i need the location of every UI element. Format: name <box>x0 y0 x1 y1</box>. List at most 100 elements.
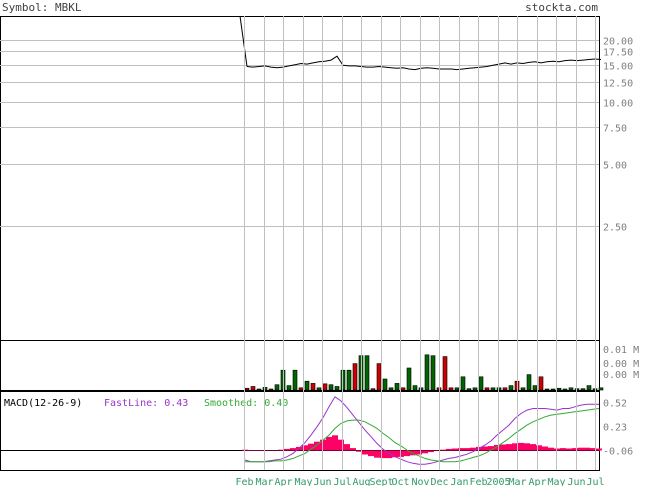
volume-bar <box>293 370 297 390</box>
macd-histogram-bar <box>338 440 344 451</box>
volume-bar <box>509 386 513 390</box>
volume-bar <box>257 389 261 390</box>
volume-bar <box>269 389 273 390</box>
x-tick-label: Sept <box>369 477 393 486</box>
volume-bar <box>569 388 573 390</box>
volume-bar <box>581 389 585 390</box>
site-watermark: stockta.com <box>525 1 598 14</box>
macd-histogram-bar <box>326 437 332 451</box>
macd-histogram-bar <box>302 445 308 450</box>
volume-bar <box>425 355 429 390</box>
volume-bar <box>563 389 567 390</box>
volume-bar <box>527 375 531 390</box>
macd-histogram-bar <box>458 448 464 450</box>
volume-bar <box>335 386 339 390</box>
x-tick-label: Mar <box>255 477 273 486</box>
volume-frame <box>1 341 600 391</box>
x-tick-label: Aug <box>352 477 370 486</box>
volume-bar <box>545 389 549 390</box>
volume-bar <box>353 364 357 390</box>
x-tick-label: Apr <box>528 477 546 486</box>
macd-histogram-bar <box>548 448 554 451</box>
macd-histogram-bar <box>260 451 266 452</box>
macd-histogram-bar <box>500 445 506 451</box>
macd-histogram-bar <box>482 447 488 451</box>
macd-frame <box>1 392 600 471</box>
price-tick-label: 10.00 <box>603 99 633 110</box>
volume-bar <box>449 388 453 390</box>
macd-histogram-bar <box>518 443 524 451</box>
macd-histogram-bar <box>452 449 458 451</box>
price-tick-label: 15.00 <box>603 62 633 73</box>
x-tick-label: Apr <box>274 477 292 486</box>
volume-tick-label: 0.00 M <box>603 359 639 370</box>
volume-bar <box>395 383 399 390</box>
volume-bar <box>365 356 369 390</box>
x-tick-label: Jun <box>567 477 585 486</box>
macd-histogram-bar <box>428 451 434 453</box>
macd-smoothed-label: Smoothed: 0.40 <box>204 398 288 409</box>
macd-histogram-bar <box>530 444 536 450</box>
volume-bar <box>347 370 351 390</box>
volume-bar <box>473 388 477 390</box>
volume-bar <box>323 384 327 390</box>
volume-bar <box>539 377 543 390</box>
x-tick-label: Jan <box>450 477 468 486</box>
macd-histogram-bar <box>536 445 542 450</box>
volume-bar <box>407 368 411 390</box>
volume-bar <box>371 389 375 390</box>
macd-histogram-bar <box>344 444 350 450</box>
volume-bar <box>413 386 417 390</box>
macd-histogram-bar <box>464 448 470 450</box>
price-tick-label: 2.50 <box>603 223 627 234</box>
panel-frames <box>1 17 600 471</box>
macd-histogram-bar <box>560 448 566 450</box>
macd-histogram-bar <box>254 451 260 452</box>
macd-histogram-bar <box>446 449 452 451</box>
macd-tick-label: 0.52 <box>603 399 627 410</box>
volume-bar <box>431 356 435 390</box>
volume-bar <box>245 388 249 390</box>
macd-histogram-bar <box>542 447 548 451</box>
macd-histogram-bar <box>350 448 356 450</box>
volume-bar <box>305 381 309 390</box>
macd-histogram-bar <box>566 449 572 451</box>
volume-bar <box>443 357 447 390</box>
volume-bar <box>455 388 459 390</box>
volume-bar <box>557 388 561 390</box>
volume-bar <box>467 389 471 390</box>
macd-histogram-bar <box>290 448 296 450</box>
macd-histogram-bar <box>506 444 512 450</box>
price-tick-label: 7.50 <box>603 124 627 135</box>
x-tick-label: Feb <box>235 477 253 486</box>
x-tick-label: Jul <box>333 477 351 486</box>
macd-histogram-bar <box>248 451 254 452</box>
macd-tick-label: 0.23 <box>603 423 627 434</box>
macd-histogram-bar <box>332 435 338 450</box>
price-tick-label: 12.50 <box>603 79 633 90</box>
price-line <box>247 56 601 69</box>
x-tick-label: Nov <box>411 477 429 486</box>
volume-bar <box>401 388 405 390</box>
volume-bar <box>377 364 381 390</box>
macd-histogram-bar <box>362 451 368 455</box>
volume-tick-label: 0.01 M <box>603 345 639 356</box>
macd-histogram-bar <box>440 450 446 451</box>
price-tick-label: 20.00 <box>603 37 633 48</box>
volume-bar <box>485 388 489 390</box>
x-tick-label: 2005 <box>486 477 510 486</box>
macd-histogram-bar <box>524 443 530 450</box>
price-tick-label: 5.00 <box>603 161 627 172</box>
macd-histogram-bar <box>584 448 590 451</box>
macd-histogram-bar <box>380 451 386 459</box>
macd-title: MACD(12-26-9) <box>4 398 82 409</box>
volume-bar <box>389 388 393 390</box>
volume-bar <box>479 377 483 390</box>
macd-histogram-bar <box>416 451 422 455</box>
volume-bar <box>461 377 465 390</box>
volume-bar <box>551 389 555 390</box>
